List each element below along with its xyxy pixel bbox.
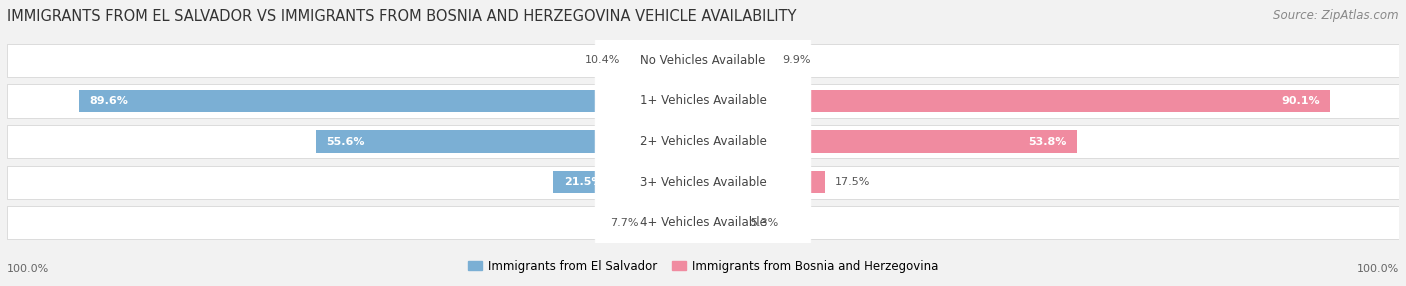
FancyBboxPatch shape	[595, 111, 811, 254]
Text: 4+ Vehicles Available: 4+ Vehicles Available	[640, 216, 766, 229]
FancyBboxPatch shape	[650, 212, 703, 234]
Text: No Vehicles Available: No Vehicles Available	[640, 54, 766, 67]
FancyBboxPatch shape	[79, 90, 703, 112]
Text: Source: ZipAtlas.com: Source: ZipAtlas.com	[1274, 9, 1399, 21]
FancyBboxPatch shape	[703, 171, 825, 193]
Text: IMMIGRANTS FROM EL SALVADOR VS IMMIGRANTS FROM BOSNIA AND HERZEGOVINA VEHICLE AV: IMMIGRANTS FROM EL SALVADOR VS IMMIGRANT…	[7, 9, 797, 23]
FancyBboxPatch shape	[595, 70, 811, 213]
Text: 21.5%: 21.5%	[564, 177, 602, 187]
FancyBboxPatch shape	[703, 212, 740, 234]
Text: 89.6%: 89.6%	[90, 96, 129, 106]
Text: 53.8%: 53.8%	[1029, 137, 1067, 146]
Text: 55.6%: 55.6%	[326, 137, 366, 146]
FancyBboxPatch shape	[7, 125, 1399, 158]
Text: 90.1%: 90.1%	[1281, 96, 1320, 106]
FancyBboxPatch shape	[316, 130, 703, 153]
FancyBboxPatch shape	[703, 130, 1077, 153]
FancyBboxPatch shape	[7, 206, 1399, 239]
FancyBboxPatch shape	[7, 44, 1399, 77]
Text: 5.3%: 5.3%	[751, 218, 779, 228]
Text: 2+ Vehicles Available: 2+ Vehicles Available	[640, 135, 766, 148]
Legend: Immigrants from El Salvador, Immigrants from Bosnia and Herzegovina: Immigrants from El Salvador, Immigrants …	[464, 255, 942, 277]
FancyBboxPatch shape	[554, 171, 703, 193]
Text: 3+ Vehicles Available: 3+ Vehicles Available	[640, 176, 766, 189]
FancyBboxPatch shape	[595, 0, 811, 132]
Text: 9.9%: 9.9%	[782, 55, 811, 65]
FancyBboxPatch shape	[7, 84, 1399, 118]
Text: 100.0%: 100.0%	[1357, 264, 1399, 274]
Text: 1+ Vehicles Available: 1+ Vehicles Available	[640, 94, 766, 108]
Text: 17.5%: 17.5%	[835, 177, 870, 187]
FancyBboxPatch shape	[703, 49, 772, 72]
Text: 10.4%: 10.4%	[585, 55, 620, 65]
Text: 7.7%: 7.7%	[610, 218, 638, 228]
FancyBboxPatch shape	[7, 166, 1399, 199]
FancyBboxPatch shape	[703, 90, 1330, 112]
Text: 100.0%: 100.0%	[7, 264, 49, 274]
FancyBboxPatch shape	[595, 29, 811, 172]
FancyBboxPatch shape	[631, 49, 703, 72]
FancyBboxPatch shape	[595, 151, 811, 286]
